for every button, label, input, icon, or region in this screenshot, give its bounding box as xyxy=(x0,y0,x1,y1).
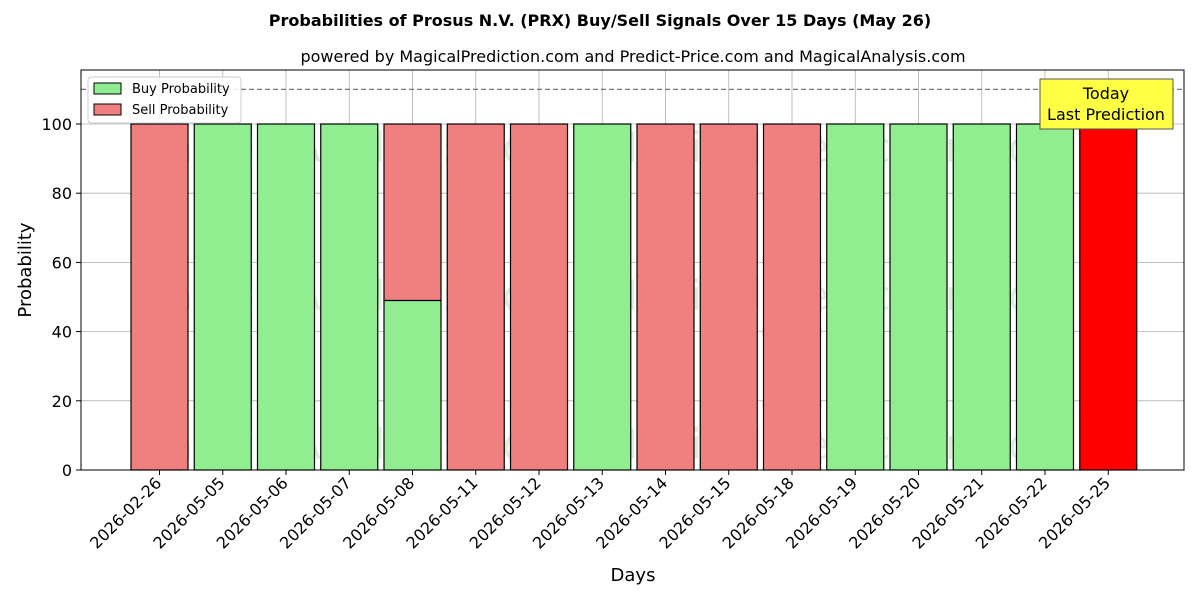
buy-bar xyxy=(826,123,885,471)
legend-label: Buy Probability xyxy=(132,82,230,97)
sell-bar xyxy=(509,123,569,471)
y-tick-label: 20 xyxy=(52,392,72,411)
buy-bar xyxy=(889,123,948,471)
buy-bar xyxy=(193,123,252,471)
buy-bar xyxy=(256,123,316,471)
sell-bar xyxy=(699,123,758,471)
chart-subtitle: powered by MagicalPrediction.com and Pre… xyxy=(300,47,965,66)
x-axis-ticks: 2026-02-262026-05-052026-05-062026-05-07… xyxy=(86,470,1114,553)
chart-title: Probabilities of Prosus N.V. (PRX) Buy/S… xyxy=(269,11,931,30)
legend-label: Sell Probability xyxy=(132,103,229,118)
legend-swatch xyxy=(93,103,122,116)
annotation-box xyxy=(1039,78,1174,130)
y-axis-ticks: 0 20 40 60 80 100 xyxy=(41,115,81,480)
annotation-line1: Today xyxy=(1082,84,1129,103)
plot-frame xyxy=(80,69,1185,471)
sell-bar xyxy=(762,123,822,471)
y-tick-label: 80 xyxy=(52,184,72,203)
buy-bar xyxy=(573,123,632,471)
y-tick-label: 0 xyxy=(62,461,72,480)
y-tick-label: 40 xyxy=(52,323,72,342)
today-annotation: Today Last Prediction xyxy=(1039,78,1174,130)
y-tick-label: 60 xyxy=(52,253,72,272)
legend: Buy Probability Sell Probability xyxy=(87,76,242,124)
bars xyxy=(130,123,1138,471)
legend-swatch xyxy=(93,82,122,95)
legend-box xyxy=(87,76,242,124)
sell-bar xyxy=(383,123,442,302)
x-axis-label: Days xyxy=(611,565,656,586)
y-axis-label: Probability xyxy=(15,222,36,317)
buy-bar xyxy=(952,123,1011,471)
y-tick-label: 100 xyxy=(41,115,72,134)
buy-bar xyxy=(383,299,442,471)
sell-bar xyxy=(1079,123,1138,471)
buy-bar xyxy=(1015,123,1075,471)
sell-bar xyxy=(636,123,695,471)
annotation-line2: Last Prediction xyxy=(1047,105,1165,124)
sell-bar xyxy=(130,123,189,471)
buy-bar xyxy=(320,123,379,471)
sell-bar xyxy=(446,123,505,471)
